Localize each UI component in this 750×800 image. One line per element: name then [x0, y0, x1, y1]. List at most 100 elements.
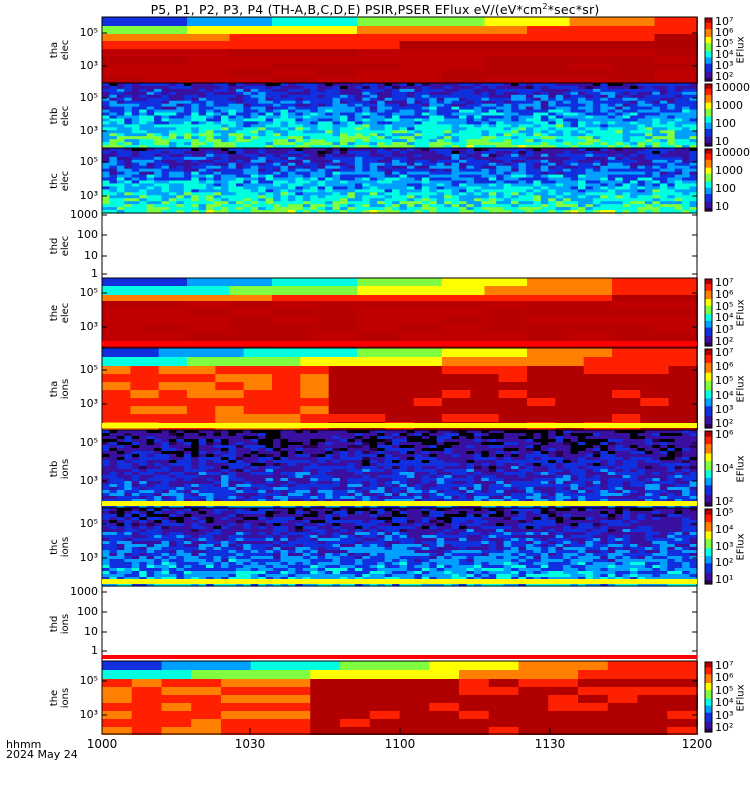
heatmap-cell: [585, 445, 594, 449]
heatmap-cell: [357, 49, 401, 56]
heatmap-cell: [667, 127, 676, 131]
colorbar-cell: [705, 189, 712, 192]
heatmap-cell: [213, 433, 222, 437]
heatmap-cell: [555, 162, 564, 167]
heatmap-cell: [652, 91, 661, 96]
heatmap-cell: [287, 171, 296, 176]
heatmap-cell: [555, 183, 564, 188]
heatmap-cell: [652, 448, 661, 452]
heatmap-cell: [548, 88, 557, 93]
heatmap-cell: [183, 91, 192, 96]
heatmap-cell: [287, 430, 296, 434]
heatmap-cell: [131, 189, 140, 193]
heatmap-cell: [406, 171, 415, 176]
heatmap-cell: [302, 457, 311, 461]
heatmap-cell: [612, 49, 656, 56]
heatmap-cell: [377, 457, 386, 461]
heatmap-cell: [130, 374, 160, 382]
heatmap-cell: [555, 171, 564, 176]
heatmap-cell: [302, 195, 311, 199]
heatmap-cell: [563, 171, 572, 176]
heatmap-cell: [302, 145, 311, 149]
heatmap-cell: [533, 142, 542, 146]
heatmap-cell: [116, 162, 125, 167]
heatmap-cell: [161, 186, 170, 190]
heatmap-cell: [414, 174, 423, 179]
heatmap-cell: [511, 91, 520, 96]
heatmap-cell: [503, 201, 512, 205]
heatmap-cell: [668, 414, 698, 422]
heatmap-cell: [555, 204, 564, 208]
heatmap-cell: [392, 174, 401, 179]
heatmap-cell: [459, 186, 468, 190]
heatmap-cell: [654, 317, 698, 325]
heatmap-cell: [592, 168, 601, 173]
heatmap-cell: [533, 97, 542, 102]
heatmap-cell: [131, 118, 140, 123]
heatmap-cell: [451, 189, 460, 193]
heatmap-cell: [607, 159, 616, 164]
heatmap-cell: [429, 156, 438, 161]
heatmap-cell: [243, 398, 273, 406]
heatmap-cell: [213, 442, 222, 446]
heatmap-cell: [102, 357, 132, 366]
heatmap-cell: [637, 150, 646, 155]
heatmap-cell: [146, 106, 155, 111]
heatmap-cell: [600, 115, 609, 120]
heatmap-cell: [176, 100, 185, 105]
heatmap-cell: [325, 100, 334, 105]
colorbar-cell: [705, 324, 712, 327]
heatmap-cell: [527, 398, 557, 406]
heatmap-cell: [354, 454, 363, 458]
heatmap-cell: [154, 430, 163, 434]
heatmap-cell: [314, 286, 358, 295]
heatmap-cell: [473, 162, 482, 167]
heatmap-cell: [667, 83, 676, 87]
heatmap-cell: [161, 198, 170, 202]
heatmap-cell: [102, 63, 146, 70]
heatmap-cell: [592, 433, 601, 437]
heatmap-cell: [511, 121, 520, 125]
heatmap-cell: [644, 171, 653, 176]
heatmap-cell: [429, 162, 438, 167]
heatmap-cell: [206, 85, 215, 90]
heatmap-cell: [362, 118, 371, 123]
heatmap-cell: [392, 454, 401, 458]
heatmap-cell: [406, 186, 415, 190]
heatmap-cell: [265, 210, 274, 214]
heatmap-cell: [198, 115, 207, 120]
heatmap-cell: [548, 171, 557, 176]
heatmap-cell: [369, 174, 378, 179]
heatmap-cell: [555, 201, 564, 205]
heatmap-cell: [615, 207, 624, 211]
heatmap-cell: [131, 180, 140, 185]
heatmap-cell: [161, 91, 170, 96]
heatmap-cell: [659, 207, 668, 211]
heatmap-cell: [250, 186, 259, 190]
heatmap-cell: [317, 162, 326, 167]
heatmap-cell: [592, 145, 601, 149]
heatmap-cell: [235, 210, 244, 214]
heatmap-cell: [198, 439, 207, 443]
heatmap-cell: [198, 442, 207, 446]
heatmap-cell: [399, 159, 408, 164]
heatmap-cell: [332, 430, 341, 434]
heatmap-cell: [369, 171, 378, 176]
heatmap-cell: [354, 97, 363, 102]
heatmap-cell: [109, 177, 118, 182]
heatmap-cell: [659, 189, 668, 193]
heatmap-cell: [392, 448, 401, 452]
heatmap-cell: [102, 150, 111, 155]
heatmap-cell: [332, 97, 341, 102]
heatmap-cell: [146, 91, 155, 96]
colorbar-cell: [705, 38, 712, 41]
heatmap-cell: [622, 454, 631, 458]
heatmap-cell: [354, 451, 363, 455]
heatmap-cell: [442, 56, 486, 63]
heatmap-cell: [243, 159, 252, 164]
heatmap-cell: [369, 165, 378, 170]
heatmap-cell: [221, 148, 230, 152]
heatmap-cell: [221, 195, 230, 199]
heatmap-cell: [406, 112, 415, 117]
heatmap-cell: [406, 436, 415, 440]
